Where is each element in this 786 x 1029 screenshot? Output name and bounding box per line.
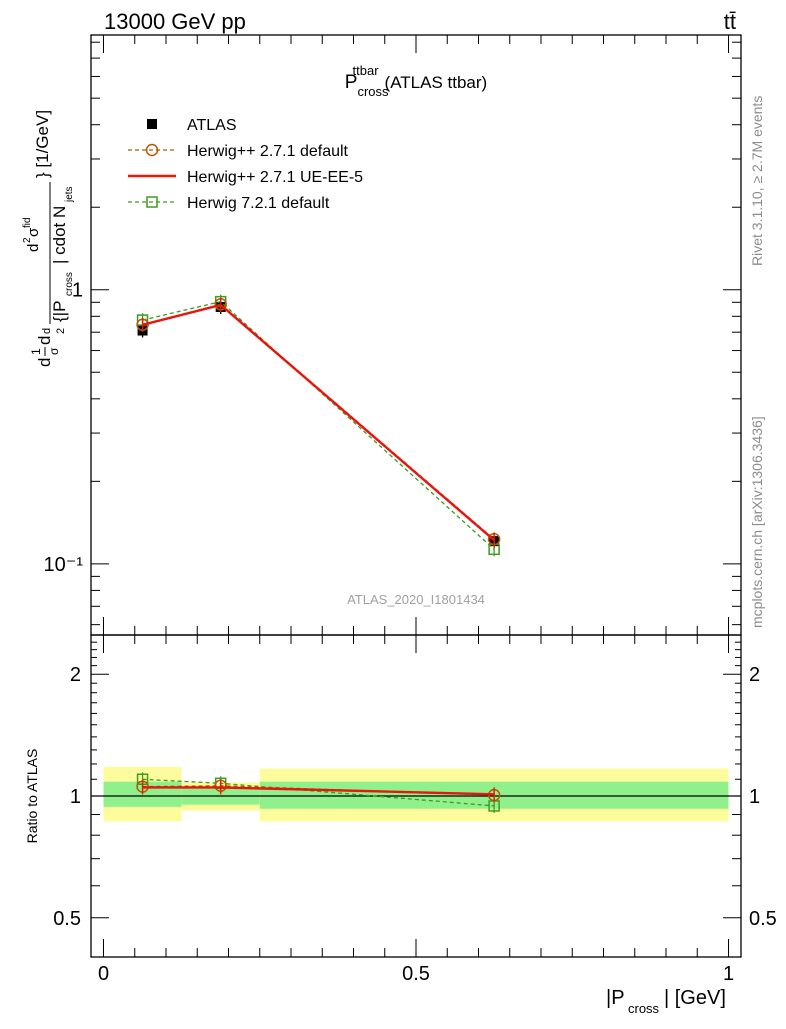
legend-label-herwig-2-7-1-default: Herwig++ 2.7.1 default — [187, 143, 349, 160]
svg-text:d: d — [25, 244, 42, 252]
plot-title-sup: ttbar — [353, 63, 380, 78]
svg-text:| cdot N: | cdot N — [50, 206, 69, 264]
svg-text:cross: cross — [64, 272, 75, 296]
ratio-y-tick-label: 1 — [70, 786, 81, 808]
svg-text:2: 2 — [55, 328, 67, 334]
legend-marker-herwig-7-2-1-default — [146, 196, 158, 208]
ratio-frame — [90, 634, 742, 958]
plot-title: Pcross ttbar (ATLAS ttbar) — [345, 63, 487, 99]
analysis-watermark: ATLAS_2020_I1801434 — [347, 592, 485, 607]
x-axis-label: |P cross | [GeV] — [606, 987, 726, 1016]
svg-text:fid: fid — [22, 217, 33, 228]
main-series-line-herwig-7-2-1-default — [142, 300, 495, 550]
svg-text:} [1/GeV]: } [1/GeV] — [33, 110, 52, 178]
ratio-y-tick-label-right: 1 — [749, 786, 760, 808]
legend-label-herwig-7-2-1-default: Herwig 7.2.1 default — [187, 195, 330, 212]
plot-title-suffix: (ATLAS ttbar) — [385, 73, 488, 92]
ratio-y-axis-label: Ratio to ATLAS — [24, 749, 40, 844]
svg-text:d: d — [35, 358, 54, 367]
main-y-tick-label: 10⁻¹ — [44, 554, 84, 576]
main-series-line-herwig-2-7-1-ue-ee-5 — [142, 303, 495, 542]
main-axes: 10⁻¹ 1 — [44, 35, 741, 635]
svg-text:cross: cross — [628, 1001, 660, 1016]
svg-text:1: 1 — [29, 348, 43, 355]
ratio-axes: 0 0.5 1 0.5 0.5 1 1 2 2 — [53, 635, 777, 985]
header-energy-label: 13000 GeV pp — [104, 9, 246, 34]
main-y-axis-label: d 1 σ d d 2 {|P cross | cdot N jets d 2 … — [22, 110, 75, 367]
ratio-x-tick-label: 0 — [98, 963, 109, 985]
main-y-tick-label: 1 — [72, 280, 83, 302]
svg-text:{|P: {|P — [50, 301, 69, 322]
legend-label-atlas: ATLAS — [187, 117, 237, 134]
mcplots-source-label: mcplots.cern.ch [arXiv:1306.3436] — [749, 416, 765, 628]
legend: ATLAS Herwig++ 2.7.1 default Herwig++ 2.7.… — [128, 117, 363, 212]
svg-text:jets: jets — [64, 186, 75, 203]
ratio-y-tick-label-right: 2 — [749, 664, 760, 686]
plot-title-main: P — [345, 72, 358, 93]
svg-text:| [GeV]: | [GeV] — [664, 987, 726, 1009]
svg-text:|P: |P — [606, 987, 625, 1009]
ratio-x-tick-label: 0.5 — [402, 963, 430, 985]
legend-marker-atlas — [147, 119, 157, 129]
main-plot-panel: 10⁻¹ 1 — [44, 34, 742, 636]
ratio-plot-panel: 0 0.5 1 0.5 0.5 1 1 2 2 — [53, 634, 777, 985]
svg-text:σ: σ — [47, 347, 61, 355]
legend-label-herwig-2-7-1-ue-ee-5: Herwig++ 2.7.1 UE-EE-5 — [187, 169, 363, 186]
ratio-y-tick-label-right: 0.5 — [749, 908, 777, 930]
ratio-y-tick-label: 2 — [70, 664, 81, 686]
ratio-y-tick-label: 0.5 — [53, 908, 81, 930]
legend-marker-herwig-2-7-1-default — [145, 143, 159, 157]
header-process-label: tt̄ — [724, 9, 736, 34]
svg-text:d: d — [35, 336, 54, 345]
rivet-version-label: Rivet 3.1.10, ≥ 2.7M events — [749, 96, 765, 266]
main-series-line-herwig-2-7-1-default — [142, 303, 495, 540]
svg-text:d: d — [41, 328, 53, 334]
svg-text:σ: σ — [25, 227, 42, 237]
ratio-x-tick-label: 1 — [723, 963, 734, 985]
plot-title-sub: cross — [357, 84, 389, 99]
svg-text:2: 2 — [22, 237, 33, 243]
